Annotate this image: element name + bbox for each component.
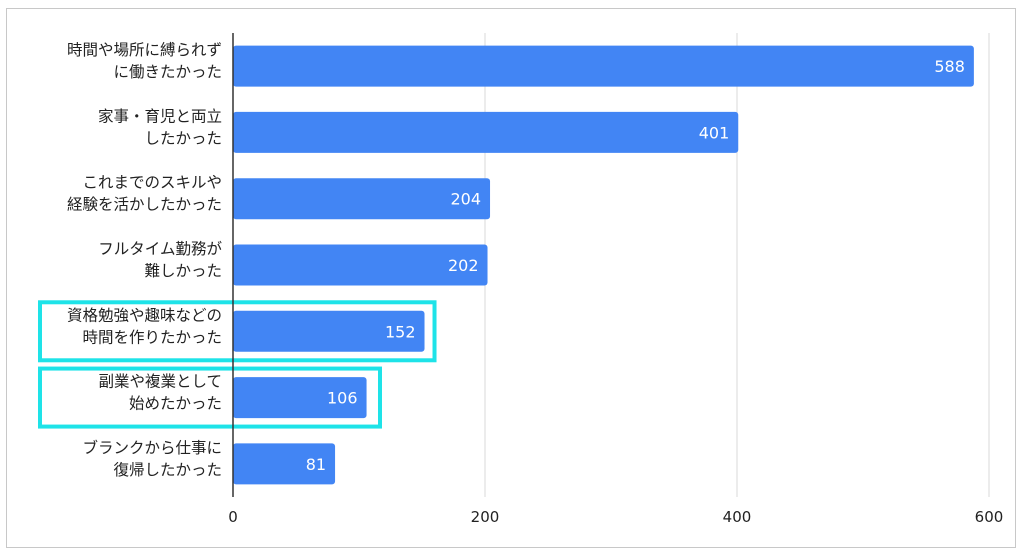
x-tick-label: 400 [723, 508, 752, 526]
bar [233, 377, 367, 419]
category-label: これまでのスキルや [82, 174, 222, 192]
category-label: 復帰したかった [113, 461, 222, 479]
bar [233, 443, 336, 485]
category-label: ブランクから仕事に [82, 438, 222, 457]
bar [233, 244, 488, 286]
data-label: 202 [448, 256, 479, 275]
category-label: フルタイム勤務が [98, 240, 222, 258]
data-label: 204 [450, 190, 481, 209]
category-label: 副業や複業として [98, 373, 222, 391]
data-label: 106 [327, 389, 358, 408]
data-label: 401 [699, 123, 730, 142]
bar [233, 111, 739, 153]
category-label: 難しかった [144, 262, 222, 280]
bar [233, 178, 491, 220]
highlight-box [38, 366, 382, 429]
highlight-box [38, 300, 437, 363]
data-label: 152 [385, 322, 416, 341]
bar [233, 45, 974, 87]
x-tick-label: 200 [471, 508, 500, 526]
data-label: 81 [306, 455, 326, 474]
category-label: 時間を作りたかった [82, 328, 222, 346]
chart-frame [6, 8, 1016, 548]
category-label: 始めたかった [129, 395, 222, 413]
category-label: したかった [144, 129, 222, 147]
bar [233, 310, 425, 352]
category-label: 資格勉強や趣味などの [67, 306, 222, 324]
category-label: 時間や場所に縛られず [67, 41, 222, 59]
x-tick-label: 600 [975, 508, 1004, 526]
category-label: に働きたかった [113, 63, 222, 81]
x-tick-label: 0 [228, 508, 238, 526]
category-label: 家事・育児と両立 [98, 107, 222, 125]
category-label: 経験を活かしたかった [67, 196, 222, 214]
data-label: 588 [934, 57, 965, 76]
